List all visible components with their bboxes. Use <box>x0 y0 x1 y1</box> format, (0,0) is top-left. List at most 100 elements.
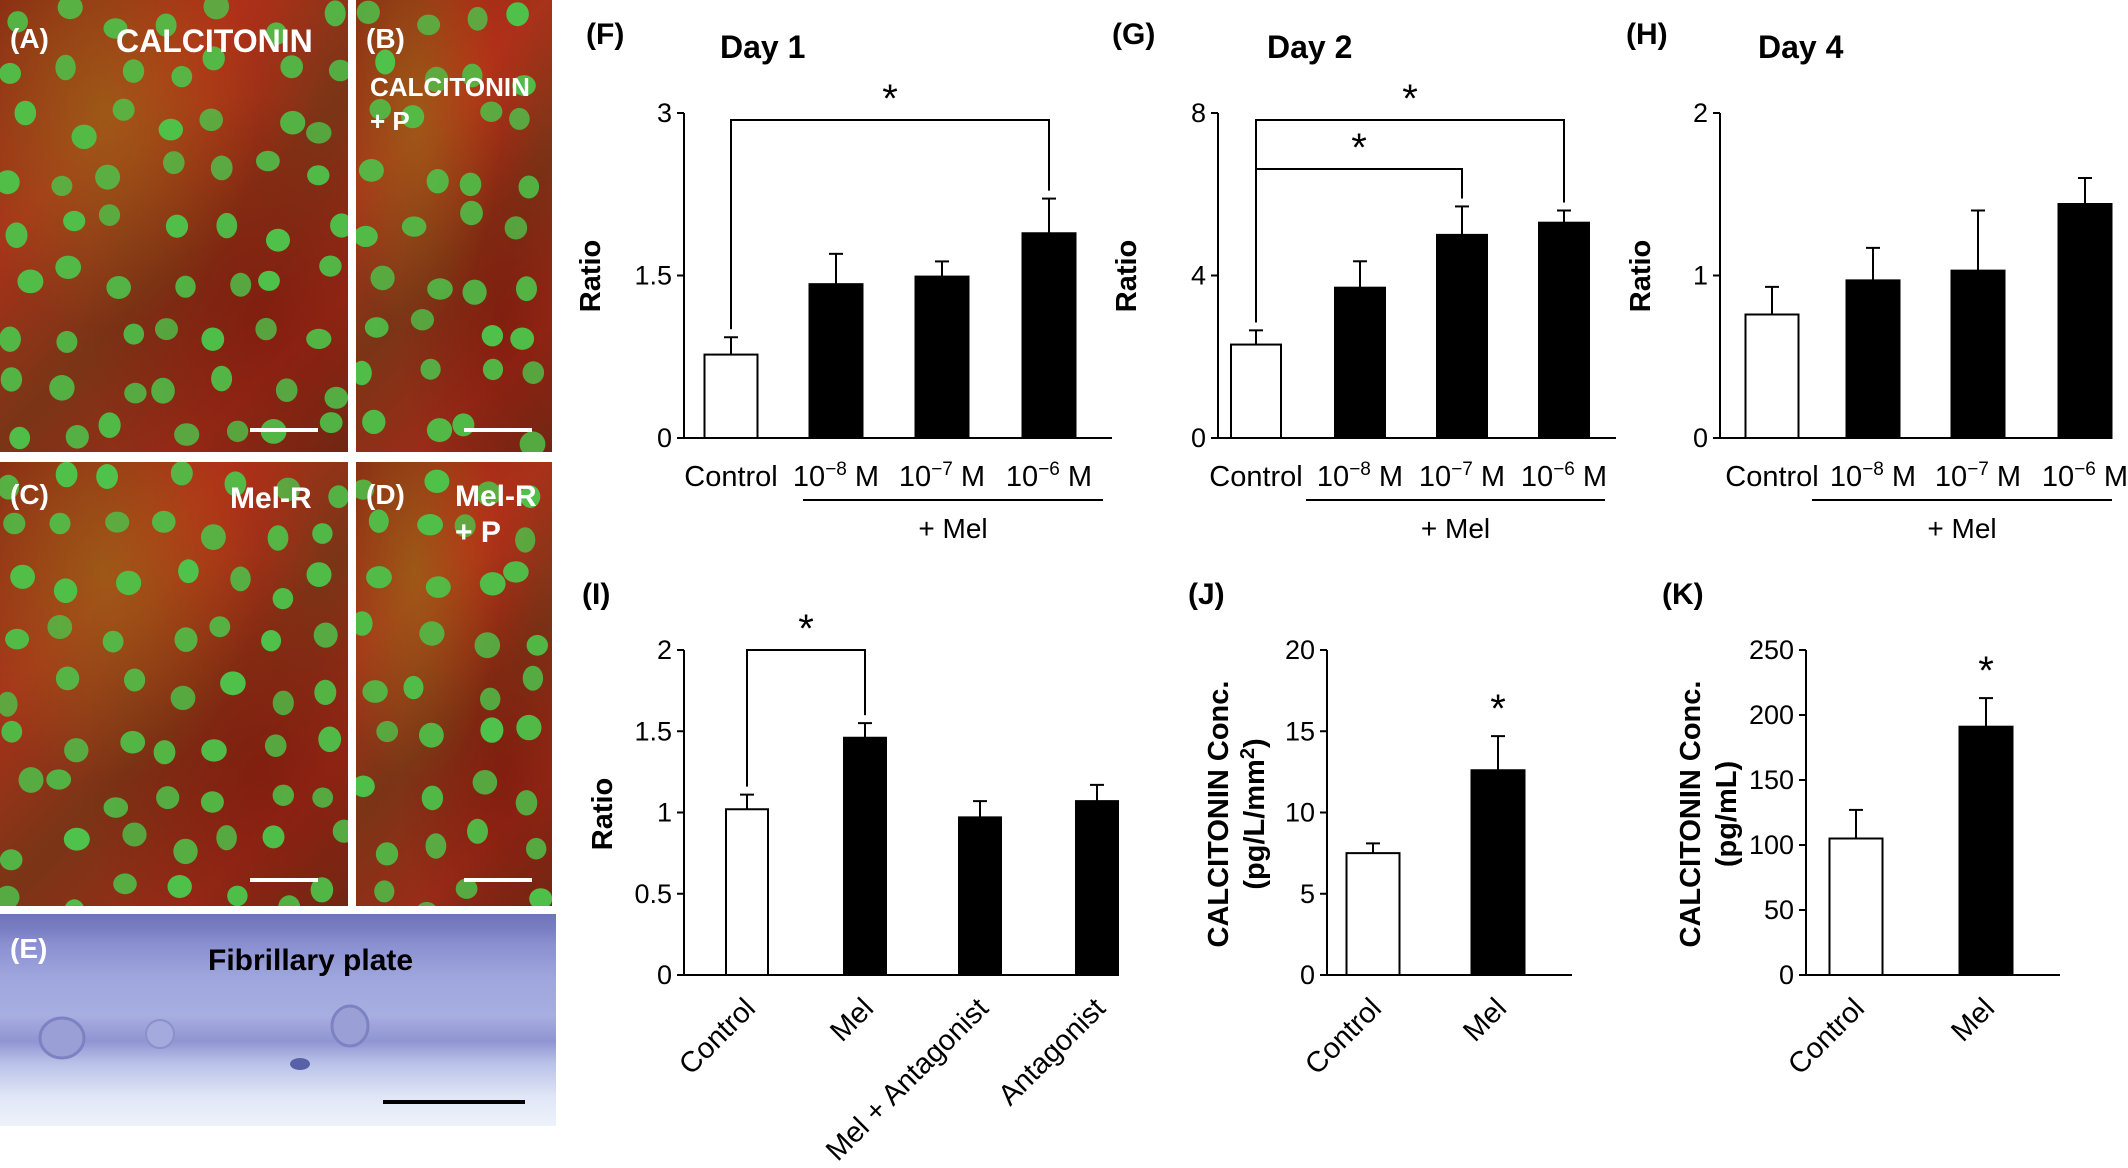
y-axis-label-line2: (pg/L/mm2) <box>1237 738 1271 889</box>
nucleus <box>265 22 287 45</box>
nucleus <box>256 150 280 172</box>
nucleus <box>216 825 237 851</box>
micrograph-a <box>0 0 348 452</box>
y-tick-label: 3 <box>657 98 672 128</box>
chart-h: (H) Day 4 0 1 2 Ratio Control 10−8 M 10−7 M 10−6 … <box>1625 18 2128 544</box>
panel-b-label-line1: CALCITONIN <box>370 72 530 102</box>
nucleus <box>261 630 282 652</box>
nucleus <box>55 255 82 279</box>
nucleus <box>424 469 450 493</box>
nucleus <box>71 124 97 149</box>
nucleus <box>122 59 145 83</box>
nucleus <box>410 309 434 331</box>
y-tick-label: 0.5 <box>634 879 672 909</box>
y-tick-label: 1 <box>1693 261 1708 291</box>
micrograph-a-nuclei <box>0 0 348 450</box>
nucleus <box>510 327 535 350</box>
nucleus <box>51 175 73 196</box>
nucleus <box>210 155 233 181</box>
nucleus <box>152 510 176 533</box>
nucleus <box>63 210 86 232</box>
nucleus <box>122 822 147 847</box>
nucleus <box>209 616 231 638</box>
significance-star: * <box>1351 126 1367 170</box>
nucleus <box>419 722 444 748</box>
y-axis-label: Ratio <box>587 778 619 851</box>
bar <box>1021 232 1077 439</box>
panel-c-label: Mel-R <box>230 482 312 515</box>
nucleus <box>102 630 124 653</box>
nucleus <box>374 880 395 903</box>
nucleus <box>165 214 189 238</box>
nucleus <box>482 358 504 381</box>
category-label: Control <box>1299 992 1388 1081</box>
nucleus <box>474 632 501 659</box>
nucleus <box>155 318 178 341</box>
nucleus <box>0 691 18 717</box>
panel-c-tag: (C) <box>10 479 49 510</box>
significance-star: * <box>1978 649 1994 693</box>
nucleus <box>262 825 285 849</box>
nucleus <box>174 423 200 446</box>
nucleus <box>280 110 306 135</box>
panel-tag: (F) <box>586 18 624 51</box>
nucleus <box>455 878 478 899</box>
panel-b-tag: (B) <box>366 23 405 54</box>
panel-e-tag: (E) <box>10 933 47 964</box>
nucleus <box>264 734 287 757</box>
nucleus <box>362 680 388 703</box>
y-axis-label-line2: (pg/mL) <box>1711 761 1743 867</box>
nucleus <box>356 775 375 798</box>
chart-f: (F) Day 1 0 1.5 3 Ratio Control 10−8 M 10−7 M 10−… <box>575 18 1112 544</box>
nucleus <box>370 265 395 291</box>
y-axis-label-line1: CALCITONIN Conc. <box>1675 681 1707 948</box>
nucleus <box>267 525 289 551</box>
nucleus <box>368 509 389 533</box>
nucleus <box>417 14 441 36</box>
micrograph-c <box>0 462 348 906</box>
bar <box>808 283 864 439</box>
nucleus <box>170 685 196 710</box>
category-unit: M <box>2096 461 2128 493</box>
bar <box>1334 286 1386 439</box>
panel-tag: (H) <box>1626 18 1668 51</box>
nucleus <box>151 377 175 404</box>
nucleus <box>216 212 238 239</box>
nucleus <box>324 386 348 409</box>
nucleus <box>49 375 75 401</box>
nucleus <box>427 278 453 300</box>
nucleus <box>306 562 332 587</box>
bar <box>725 808 769 976</box>
nucleus <box>201 327 225 351</box>
nucleus <box>356 479 375 500</box>
bar <box>1538 221 1590 439</box>
nucleus <box>328 59 348 82</box>
category-label: Control <box>1782 992 1871 1081</box>
nucleus <box>362 409 386 434</box>
nucleus <box>64 738 89 763</box>
nucleus <box>120 730 146 754</box>
y-axis-label: Ratio <box>1111 240 1143 313</box>
y-tick-label: 1 <box>657 798 672 828</box>
category-unit: M <box>1884 461 1916 493</box>
y-tick-label: 150 <box>1749 765 1794 795</box>
nucleus <box>278 895 301 906</box>
category-label: 10−6 M <box>1521 459 1607 493</box>
nucleus <box>417 901 436 906</box>
panel-tag: (I) <box>582 578 610 611</box>
nucleus <box>5 222 28 248</box>
nucleus <box>369 99 391 120</box>
nucleus <box>454 514 476 538</box>
category-unit: M <box>1060 461 1092 493</box>
nucleus <box>479 572 506 596</box>
nucleus <box>56 330 78 353</box>
nucleus <box>113 873 137 895</box>
nucleus <box>516 276 537 302</box>
nucleus <box>0 367 23 392</box>
category-exponent: −6 <box>2074 459 2096 480</box>
category-label: 10−6 M <box>2042 459 2128 493</box>
nucleus <box>124 382 147 404</box>
nucleus <box>0 62 21 84</box>
micrograph-b <box>356 0 552 452</box>
nucleus <box>103 18 128 39</box>
